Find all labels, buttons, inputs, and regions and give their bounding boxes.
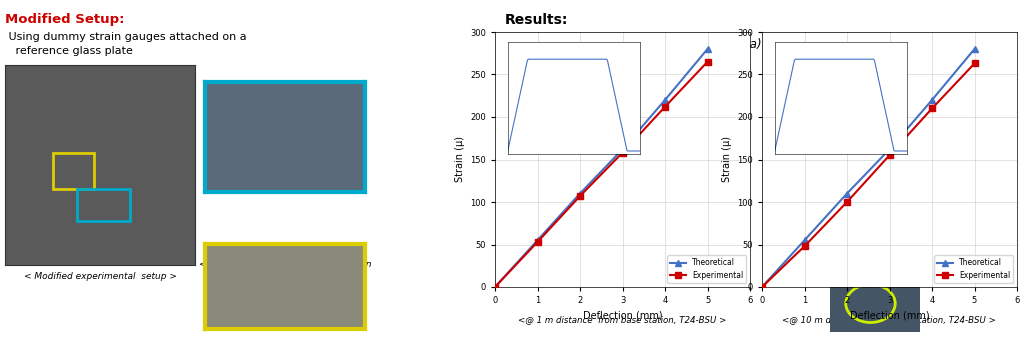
Experimental xyxy=(617,151,629,155)
Text: Reference Glass Plate >: Reference Glass Plate > xyxy=(230,272,339,281)
Line: Experimental: Experimental xyxy=(760,61,978,290)
Line: Theoretical: Theoretical xyxy=(492,46,710,290)
Theoretical xyxy=(701,47,713,51)
Bar xyxy=(77,189,131,221)
Y-axis label: Strain (μ): Strain (μ) xyxy=(454,136,465,183)
Text: <@ 1 m distance  from base station, T24-BSU >: <@ 1 m distance from base station, T24-B… xyxy=(518,315,726,324)
Theoretical xyxy=(841,191,853,195)
Theoretical xyxy=(574,191,586,195)
Theoretical xyxy=(659,98,671,102)
X-axis label: Deflection (mm): Deflection (mm) xyxy=(850,311,929,320)
Text: <@ 10 m distance  from base station, T24-BSU >: <@ 10 m distance from base station, T24-… xyxy=(782,315,996,324)
Theoretical xyxy=(489,285,502,289)
Experimental xyxy=(883,153,895,157)
Text: < Dummy  Strain Gauges attached on: < Dummy Strain Gauges attached on xyxy=(198,260,371,269)
Text: Results:: Results: xyxy=(505,13,568,27)
Legend: Theoretical, Experimental: Theoretical, Experimental xyxy=(934,255,1014,283)
Theoretical xyxy=(926,98,939,102)
Text: Using dummy strain gauges attached on a: Using dummy strain gauges attached on a xyxy=(5,32,247,42)
X-axis label: Deflection (mm): Deflection (mm) xyxy=(583,311,662,320)
Experimental xyxy=(531,240,544,244)
Y-axis label: Strain (μ): Strain (μ) xyxy=(722,136,732,183)
Theoretical xyxy=(617,147,629,151)
Experimental xyxy=(489,285,502,289)
Line: Theoretical: Theoretical xyxy=(760,46,978,290)
Experimental xyxy=(841,200,853,204)
Text: < Modified experimental  setup >: < Modified experimental setup > xyxy=(24,272,177,281)
Experimental xyxy=(659,105,671,109)
Text: External Antenna: External Antenna xyxy=(836,103,914,112)
Theoretical xyxy=(531,238,544,242)
Theoretical xyxy=(756,285,768,289)
Experimental xyxy=(799,244,811,248)
Bar xyxy=(52,153,95,189)
Experimental xyxy=(926,106,939,111)
Legend: Theoretical, Experimental: Theoretical, Experimental xyxy=(667,255,746,283)
Experimental xyxy=(574,194,586,198)
Text: ➤Using T24-SAFe ( with external antenna): ➤Using T24-SAFe ( with external antenna) xyxy=(512,38,762,51)
Text: Modified Setup:: Modified Setup: xyxy=(5,13,124,26)
Theoretical xyxy=(968,47,981,51)
Text: reference glass plate: reference glass plate xyxy=(5,46,133,56)
Text: Cantilever Beam>: Cantilever Beam> xyxy=(244,112,326,121)
Experimental xyxy=(968,61,981,65)
Text: < Strain Gauge attached on: < Strain Gauge attached on xyxy=(222,100,348,109)
Line: Experimental: Experimental xyxy=(492,59,710,290)
Experimental xyxy=(701,60,713,64)
Experimental xyxy=(756,285,768,289)
Theoretical xyxy=(883,147,895,151)
Theoretical xyxy=(799,238,811,242)
